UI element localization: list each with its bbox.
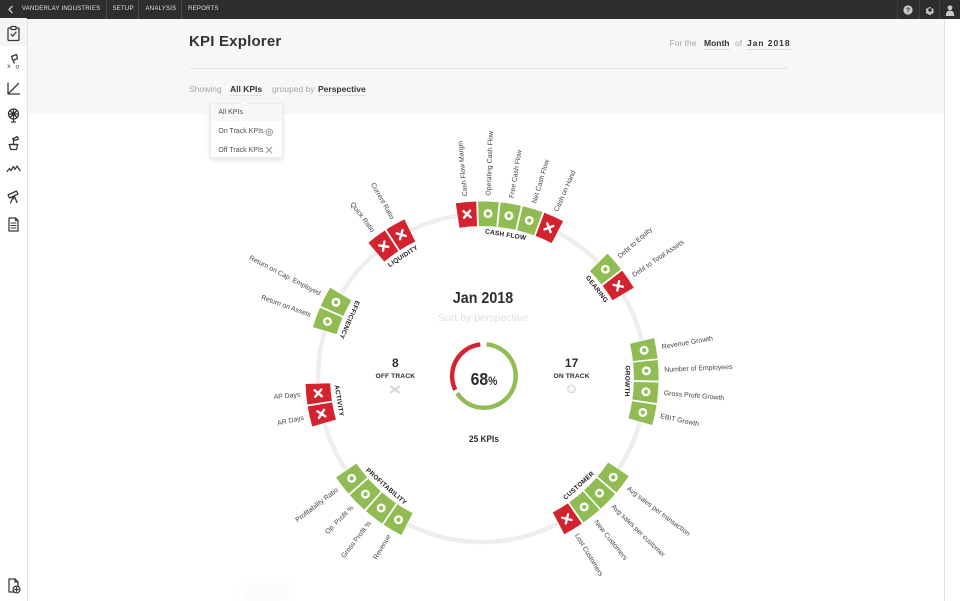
svg-text:Revenue Growth: Revenue Growth [661, 335, 713, 351]
svg-text:Return on Assets: Return on Assets [260, 294, 312, 319]
svg-text:?: ? [906, 7, 910, 14]
svg-text:Number of Employees: Number of Employees [664, 364, 733, 374]
svg-text:Profitability Ratio: Profitability Ratio [295, 487, 340, 524]
svg-text:Free Cash Flow: Free Cash Flow [509, 149, 524, 198]
svg-text:Revenue: Revenue [373, 534, 393, 561]
svg-text:Cash Flow Margin: Cash Flow Margin [457, 140, 469, 196]
svg-text:Operating Cash Flow: Operating Cash Flow [486, 131, 495, 196]
svg-text:EBIT Growth: EBIT Growth [660, 413, 700, 428]
svg-text:Gross Profit Growth: Gross Profit Growth [664, 390, 725, 402]
svg-text:Cash on Hand: Cash on Hand [553, 170, 577, 213]
svg-text:Lost Customers: Lost Customers [573, 533, 604, 578]
svg-text:Debt to Equity: Debt to Equity [617, 226, 655, 260]
svg-text:Current Ratio: Current Ratio [369, 182, 395, 221]
svg-text:ACTIVITY: ACTIVITY [333, 385, 345, 418]
svg-text:AR Days: AR Days [277, 415, 306, 428]
svg-text:Net Cash Flow: Net Cash Flow [531, 159, 551, 204]
svg-text:x: x [7, 63, 11, 70]
svg-text:Debt to Total Assets: Debt to Total Assets [631, 239, 686, 279]
svg-text:Return on Cap. Employed: Return on Cap. Employed [248, 255, 322, 298]
svg-text:Quick Ratio: Quick Ratio [349, 201, 376, 234]
svg-text:Op. Profit %: Op. Profit % [324, 505, 355, 536]
svg-text:o: o [16, 63, 20, 70]
svg-text:GROWTH: GROWTH [623, 365, 631, 396]
svg-text:New Customers: New Customers [592, 519, 628, 562]
svg-text:AP Days: AP Days [273, 392, 301, 401]
svg-text:Gross Profit %: Gross Profit % [340, 520, 373, 559]
